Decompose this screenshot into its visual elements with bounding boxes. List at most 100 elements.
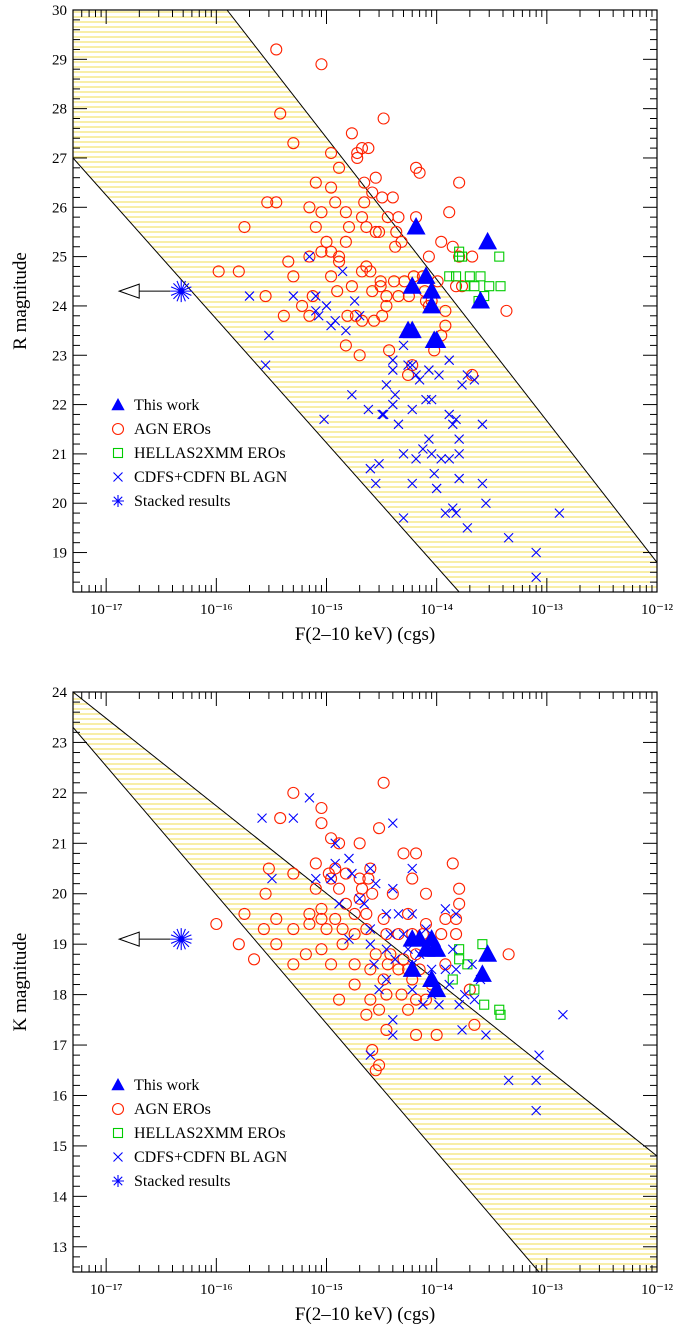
point-cdfs-cdfn-bl-agn [477, 478, 488, 489]
point-cdfs-cdfn-bl-agn [407, 404, 418, 415]
point-hellas2xmm-eros [494, 251, 505, 262]
point-agn-eros [439, 958, 452, 971]
point-cdfs-cdfn-bl-agn [454, 999, 465, 1010]
point-agn-eros [282, 255, 295, 268]
point-cdfs-cdfn-bl-agn [378, 409, 389, 420]
point-agn-eros [500, 304, 513, 317]
legend-label: This work [134, 397, 199, 414]
point-agn-eros [369, 171, 382, 184]
point-agn-eros [406, 872, 419, 885]
legend: This work AGN EROs HELLAS2XMM EROs CDFS+CDF… [111, 397, 288, 510]
point-agn-eros [341, 309, 354, 322]
point-agn-eros [296, 299, 309, 312]
point-cdfs-cdfn-bl-agn [330, 315, 341, 326]
point-agn-eros [325, 146, 338, 160]
point-agn-eros [315, 902, 328, 915]
point-cdfs-cdfn-bl-agn [390, 389, 401, 400]
point-agn-eros [377, 776, 390, 789]
point-agn-eros [342, 220, 356, 234]
point-agn-eros [397, 953, 410, 966]
point-agn-eros [374, 275, 387, 288]
legend-item-hellas2xmm-eros: HELLAS2XMM EROs [112, 1125, 286, 1142]
point-agn-eros [410, 1028, 423, 1042]
point-cdfs-cdfn-bl-agn [393, 419, 404, 430]
y-tick-label: 26 [52, 200, 68, 216]
point-cdfs-cdfn-bl-agn [344, 934, 354, 945]
x-ticks [72, 692, 658, 1272]
point-agn-eros [366, 1044, 379, 1057]
point-agn-eros [287, 137, 300, 150]
point-this-work [471, 291, 491, 309]
plot-frame [72, 9, 658, 593]
point-agn-eros [463, 983, 476, 996]
y-tick-label: 24 [52, 299, 68, 315]
y-tick-label: 23 [52, 348, 67, 364]
point-agn-eros [333, 993, 346, 1006]
point-agn-eros [376, 309, 389, 322]
point-hellas2xmm-eros [451, 271, 462, 282]
point-cdfs-cdfn-bl-agn [424, 434, 434, 444]
point-agn-eros [339, 867, 352, 880]
point-cdfs-cdfn-bl-agn [451, 964, 461, 975]
point-agn-eros [315, 801, 328, 815]
x-tick-label: 10⁻¹⁴ [420, 602, 453, 618]
point-hellas2xmm-eros [469, 281, 480, 292]
point-agn-eros [369, 225, 382, 238]
point-cdfs-cdfn-bl-agn [304, 793, 315, 803]
upper-limit-arrow [117, 283, 171, 299]
point-cdfs-cdfn-bl-agn [503, 532, 514, 543]
y-tick-label: 17 [52, 1038, 68, 1054]
point-cdfs-cdfn-bl-agn [344, 853, 354, 864]
legend-label: HELLAS2XMM EROs [134, 445, 286, 462]
point-agn-eros [339, 235, 352, 248]
point-agn-eros [287, 958, 300, 971]
point-agn-eros [348, 978, 361, 991]
point-cdfs-cdfn-bl-agn [407, 909, 418, 919]
point-cdfs-cdfn-bl-agn [369, 959, 379, 970]
point-cdfs-cdfn-bl-agn [454, 449, 465, 459]
point-agn-eros [274, 812, 287, 825]
point-hellas2xmm-eros [454, 954, 465, 965]
point-agn-eros [381, 958, 394, 971]
series-cdfs-cdfn-bl-agn [244, 251, 565, 583]
point-cdfs-cdfn-bl-agn [398, 340, 409, 351]
point-agn-eros [270, 43, 283, 56]
point-cdfs-cdfn-bl-agn [319, 414, 329, 425]
y-tick-label: 20 [52, 887, 67, 903]
point-agn-eros [439, 912, 452, 926]
point-cdfs-cdfn-bl-agn [381, 944, 392, 955]
point-agn-eros [364, 963, 377, 976]
point-cdfs-cdfn-bl-agn [407, 478, 418, 489]
point-cdfs-cdfn-bl-agn [288, 813, 299, 823]
point-agn-eros [232, 938, 245, 951]
legend-symbol-agn-eros [111, 1102, 125, 1116]
point-cdfs-cdfn-bl-agn [346, 389, 357, 400]
point-agn-eros [402, 1003, 415, 1016]
x-tick-label: 10⁻¹⁴ [420, 1282, 453, 1298]
point-cdfs-cdfn-bl-agn [244, 291, 255, 301]
point-agn-eros [315, 58, 328, 71]
point-agn-eros [392, 211, 405, 224]
point-agn-eros [453, 176, 466, 189]
legend-label: HELLAS2XMM EROs [134, 1125, 286, 1142]
upper-limit-arrow [117, 931, 171, 947]
point-agn-eros [329, 196, 342, 209]
point-cdfs-cdfn-bl-agn [334, 898, 344, 909]
point-cdfs-cdfn-bl-agn [374, 458, 384, 469]
point-agn-eros [439, 304, 452, 317]
point-this-work [402, 959, 422, 977]
point-cdfs-cdfn-bl-agn [426, 394, 437, 405]
legend-item-this-work: This work [111, 1077, 199, 1094]
legend-symbol-stacked-results [112, 1175, 124, 1187]
x-tick-label: 10⁻¹² [641, 1282, 673, 1298]
point-agn-eros [353, 872, 366, 885]
point-cdfs-cdfn-bl-agn [260, 360, 271, 371]
point-agn-eros [325, 872, 338, 885]
point-cdfs-cdfn-bl-agn [354, 310, 365, 321]
x-axis-title: F(2–10 keV) (cgs) [295, 624, 435, 645]
point-cdfs-cdfn-bl-agn [531, 547, 542, 558]
point-agn-eros [364, 265, 377, 278]
legend-symbol-cdfs-cdfn-bl-agn [113, 1152, 123, 1162]
point-cdfs-cdfn-bl-agn [447, 419, 458, 430]
point-hellas2xmm-eros [454, 944, 465, 955]
